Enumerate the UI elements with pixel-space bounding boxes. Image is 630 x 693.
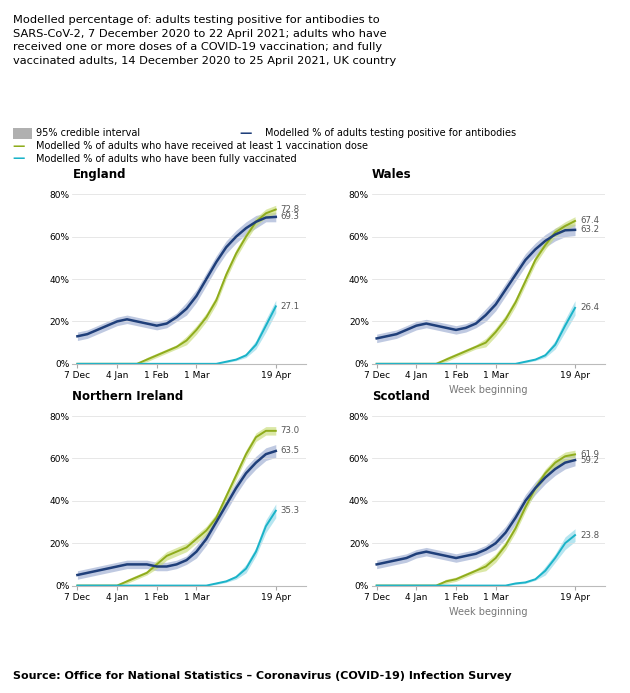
Text: —: — xyxy=(239,127,252,139)
Text: Scotland: Scotland xyxy=(372,390,430,403)
Text: Wales: Wales xyxy=(372,168,411,181)
Text: Modelled % of adults testing positive for antibodies: Modelled % of adults testing positive fo… xyxy=(265,128,516,138)
X-axis label: Week beginning: Week beginning xyxy=(449,607,527,617)
Text: Modelled % of adults who have been fully vaccinated: Modelled % of adults who have been fully… xyxy=(36,154,297,164)
Text: 59.2: 59.2 xyxy=(580,455,599,464)
Text: England: England xyxy=(72,168,126,181)
Text: 72.8: 72.8 xyxy=(281,205,300,214)
Text: —: — xyxy=(13,152,25,165)
Text: Modelled percentage of: adults testing positive for antibodies to
SARS-CoV-2, 7 : Modelled percentage of: adults testing p… xyxy=(13,15,396,66)
X-axis label: Week beginning: Week beginning xyxy=(449,385,527,395)
Text: —: — xyxy=(13,140,25,152)
Text: 23.8: 23.8 xyxy=(580,531,599,540)
Text: Northern Ireland: Northern Ireland xyxy=(72,390,184,403)
Text: 69.3: 69.3 xyxy=(281,213,300,222)
Text: 63.2: 63.2 xyxy=(580,225,599,234)
Text: 35.3: 35.3 xyxy=(281,507,300,516)
Text: 26.4: 26.4 xyxy=(580,304,599,313)
Text: 27.1: 27.1 xyxy=(281,302,300,311)
Text: Source: Office for National Statistics – Coronavirus (COVID-19) Infection Survey: Source: Office for National Statistics –… xyxy=(13,671,511,681)
Text: 67.4: 67.4 xyxy=(580,216,599,225)
Text: 63.5: 63.5 xyxy=(281,446,300,455)
Text: Modelled % of adults who have received at least 1 vaccination dose: Modelled % of adults who have received a… xyxy=(36,141,368,151)
Text: 73.0: 73.0 xyxy=(281,426,300,435)
Text: 95% credible interval: 95% credible interval xyxy=(36,128,140,138)
Text: 61.9: 61.9 xyxy=(580,450,599,459)
